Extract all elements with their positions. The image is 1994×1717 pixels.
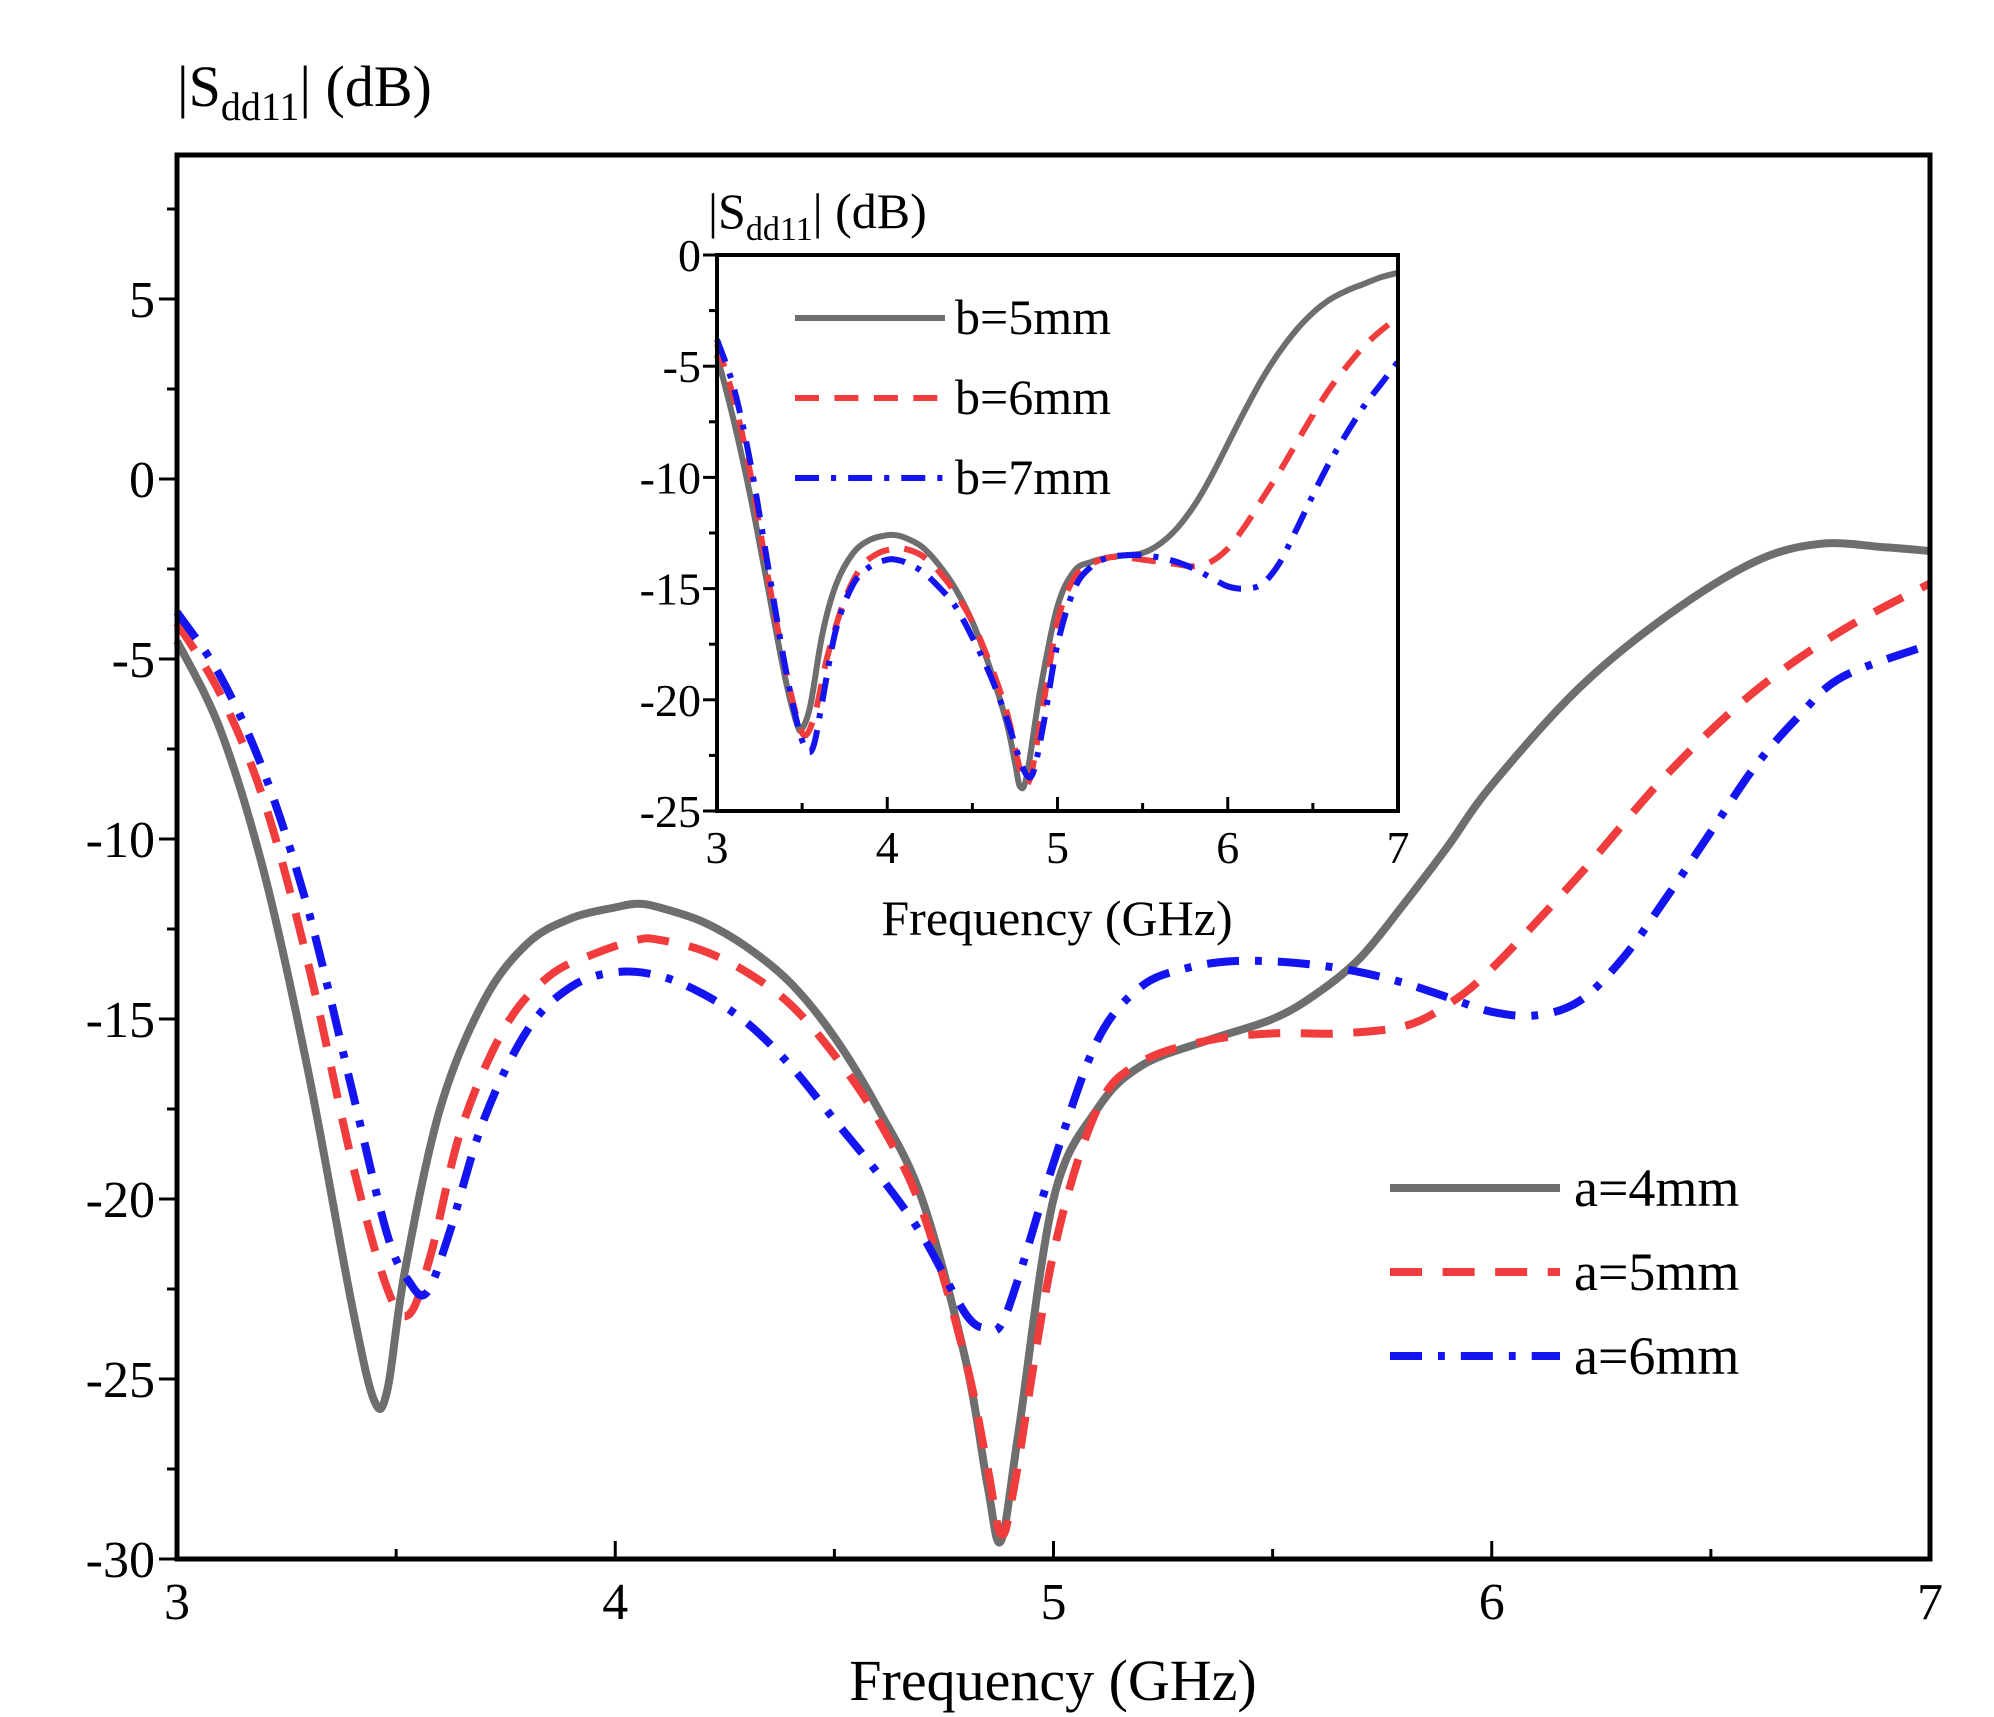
main-x-tick-label: 3 bbox=[164, 1574, 190, 1631]
main-y-tick-label: -5 bbox=[112, 632, 155, 689]
inset-y-tick-label: -20 bbox=[640, 675, 701, 726]
inset-x-tick-label: 4 bbox=[876, 822, 899, 873]
inset-ylabel: |Sdd11| (dB) bbox=[708, 183, 927, 248]
main-xlabel: Frequency (GHz) bbox=[849, 1648, 1256, 1713]
inset-x-tick-label: 7 bbox=[1387, 822, 1410, 873]
inset-tick-labels: 3 4 5 6 7 -25 -20 -15 -10 -5 0 bbox=[640, 230, 1410, 873]
main-series-line-a4mm bbox=[173, 539, 1931, 1547]
inset-series-group bbox=[714, 269, 1401, 792]
inset-legend-label: b=6mm bbox=[955, 369, 1111, 425]
inset-ylabel-subscript: dd11 bbox=[746, 211, 813, 248]
main-y-tick-label: 0 bbox=[129, 452, 155, 509]
main-ylabel-subscript: dd11 bbox=[221, 84, 300, 129]
main-x-tick-label: 7 bbox=[1917, 1574, 1943, 1631]
main-legend: a=4mm a=5mm a=6mm bbox=[1390, 1158, 1739, 1386]
main-ylabel-prefix: |S bbox=[177, 54, 221, 119]
inset-xlabel: Frequency (GHz) bbox=[881, 890, 1232, 946]
main-series-line-a6mm bbox=[173, 609, 1932, 1335]
main-x-tick-label: 4 bbox=[602, 1574, 628, 1631]
inset-legend: b=5mm b=6mm b=7mm bbox=[795, 289, 1111, 505]
main-y-tick-label: -20 bbox=[86, 1172, 155, 1229]
inset-y-tick-label: 0 bbox=[678, 230, 701, 281]
main-x-tick-label: 6 bbox=[1479, 1574, 1505, 1631]
main-y-tick-label: 5 bbox=[129, 272, 155, 329]
main-y-tick-label: -15 bbox=[86, 992, 155, 1049]
inset-y-tick-label: -5 bbox=[663, 341, 701, 392]
inset-y-tick-label: -10 bbox=[640, 452, 701, 503]
inset-y-tick-label: -25 bbox=[640, 786, 701, 837]
inset-chart: 3 4 5 6 7 -25 -20 -15 -10 -5 0 |Sdd11| (dB) Freque… bbox=[640, 183, 1410, 946]
inset-ylabel-suffix: | (dB) bbox=[813, 183, 927, 239]
main-x-tick-label: 5 bbox=[1041, 1574, 1067, 1631]
main-ylabel: |Sdd11| (dB) bbox=[177, 54, 432, 129]
inset-axis-ticks bbox=[703, 253, 1400, 813]
inset-series-line-b7mm bbox=[714, 338, 1401, 781]
inset-ylabel-prefix: |S bbox=[708, 183, 746, 239]
inset-legend-label: b=5mm bbox=[955, 289, 1111, 345]
main-y-tick-label: -10 bbox=[86, 812, 155, 869]
inset-x-tick-label: 5 bbox=[1046, 822, 1069, 873]
main-tick-labels: 3 4 5 6 7 -30 -25 -20 -15 -10 -5 0 5 bbox=[86, 272, 1943, 1631]
inset-x-tick-label: 3 bbox=[706, 822, 729, 873]
inset-x-tick-label: 6 bbox=[1216, 822, 1239, 873]
inset-legend-label: b=7mm bbox=[955, 449, 1111, 505]
main-y-tick-label: -25 bbox=[86, 1352, 155, 1409]
main-ylabel-suffix: | (dB) bbox=[299, 54, 431, 119]
main-y-tick-label: -30 bbox=[86, 1532, 155, 1589]
inset-y-tick-label: -15 bbox=[640, 564, 701, 615]
main-axis-ticks bbox=[159, 207, 1932, 1561]
main-legend-label: a=5mm bbox=[1574, 1242, 1739, 1302]
main-legend-label: a=4mm bbox=[1574, 1158, 1739, 1218]
main-chart: 3 4 5 6 7-30-25-20-15-10-505 |Sdd11| (dB) Fr… bbox=[86, 54, 1943, 1713]
main-legend-label: a=6mm bbox=[1574, 1326, 1739, 1386]
inset-series-line-b5mm bbox=[714, 269, 1399, 792]
main-series-group bbox=[173, 539, 1932, 1547]
